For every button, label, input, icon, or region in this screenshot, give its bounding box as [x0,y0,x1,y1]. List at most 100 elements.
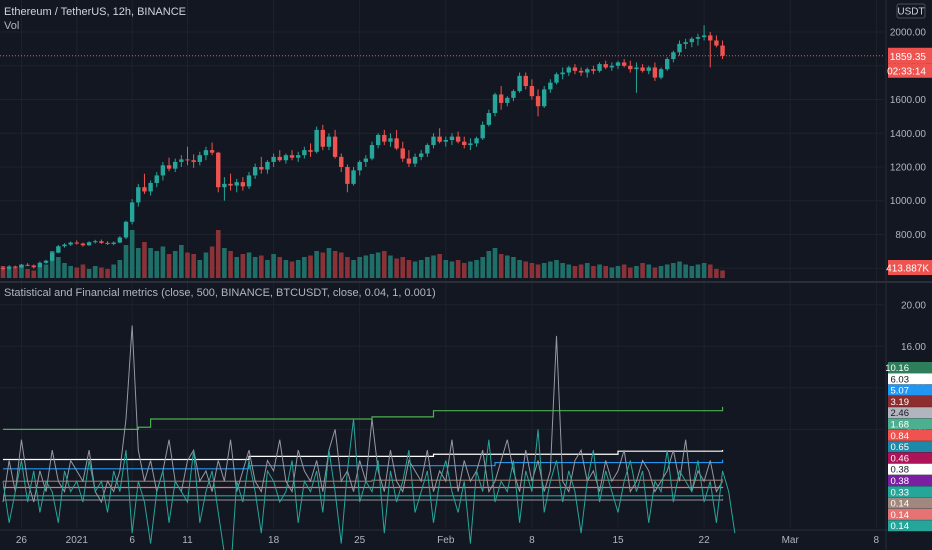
volume-bar [160,246,166,278]
indicator-value-badge [888,362,932,373]
indicator-value-label: 2.46 [891,408,910,419]
candle-body [265,161,270,170]
volume-bar [314,251,319,278]
indicator-value-label: 0.14 [891,510,910,521]
indicator-value-badge [888,452,932,464]
volume-bar [517,260,522,278]
volume-bar [197,260,203,278]
candle-body [0,267,6,269]
volume-bar [37,266,43,278]
price-tick-label: 1400.00 [890,129,927,140]
candle-body [492,94,498,114]
indicator-value-badge [888,407,932,419]
candle-body [136,187,141,203]
indicator-value-label: 0.84 [891,431,910,442]
volume-bar [695,264,701,278]
candle-body [99,241,104,243]
volume-bar [474,260,479,278]
volume-bar [646,264,652,278]
volume-bar [480,257,485,278]
indicator-value-badge [888,463,932,475]
volume-bar [461,263,467,278]
candle-body [720,45,725,56]
volume-bar [418,260,424,278]
candle-body [86,242,92,246]
candle-body [105,242,110,244]
volume-bar [99,267,104,278]
indicator-value-badge [888,441,932,453]
volume-bar [129,230,135,278]
indicator-series-line [3,449,724,461]
candle-body [375,134,381,146]
candle-body [296,155,301,158]
volume-bar [443,260,449,278]
candle-body [677,43,682,53]
volume-bar [19,264,24,278]
volume-value-label: 413.887K [886,264,929,275]
indicator-value-badge [888,497,932,509]
candle-body [382,134,387,142]
candle-body [621,62,627,66]
volume-bar [449,261,455,278]
candle-body [31,265,36,268]
candle-body [591,69,596,71]
volume-bar [707,264,713,278]
volume-bar [548,261,553,278]
currency-badge[interactable] [896,3,926,19]
candle-body [714,40,719,46]
volume-bar [566,264,572,278]
volume-bar [554,260,559,278]
candle-body [480,124,485,139]
candle-body [259,166,264,170]
candle-body [117,237,123,243]
candle-body [646,67,651,71]
candle-body [160,165,166,176]
price-tick-label: 1600.00 [890,95,927,106]
volume-bar [425,257,430,278]
candle-body [658,69,664,78]
candle-body [80,243,86,246]
candle-body [339,156,344,167]
volume-bar [308,255,313,278]
candle-body [548,82,553,90]
currency-label: USDT [897,7,924,18]
candle-body [154,175,159,184]
candle-body [19,264,24,268]
candle-body [197,155,202,162]
volume-bar [148,248,153,278]
volume-bar [252,257,258,278]
volume-bar [117,260,123,278]
candle-body [542,89,547,107]
candle-body [111,242,116,244]
volume-bar [634,266,639,278]
volume-bar [572,266,578,278]
candle-body [93,241,98,243]
volume-bar [234,257,239,278]
volume-bar [597,264,602,278]
volume-bar [228,251,233,278]
volume-bar [584,263,590,278]
candle-body [6,266,12,269]
volume-bar [640,263,645,278]
time-tick-label: 15 [612,535,624,546]
volume-bar [400,257,406,278]
candle-body [246,175,252,187]
candle-body [222,183,227,188]
volume-bar [166,254,172,278]
candle-body [400,148,405,159]
candle-body [665,59,670,70]
volume-bar [382,251,387,278]
volume-bar [49,251,55,278]
candle-body [308,150,313,152]
volume-value-badge [888,260,932,275]
volume-bar [535,264,541,278]
candle-body [486,113,492,125]
candle-body [203,150,209,156]
volume-bar [714,269,719,278]
volume-bar [142,242,147,278]
volume-bar [437,254,442,278]
candle-body [462,141,467,146]
indicator-series-line [3,479,724,482]
